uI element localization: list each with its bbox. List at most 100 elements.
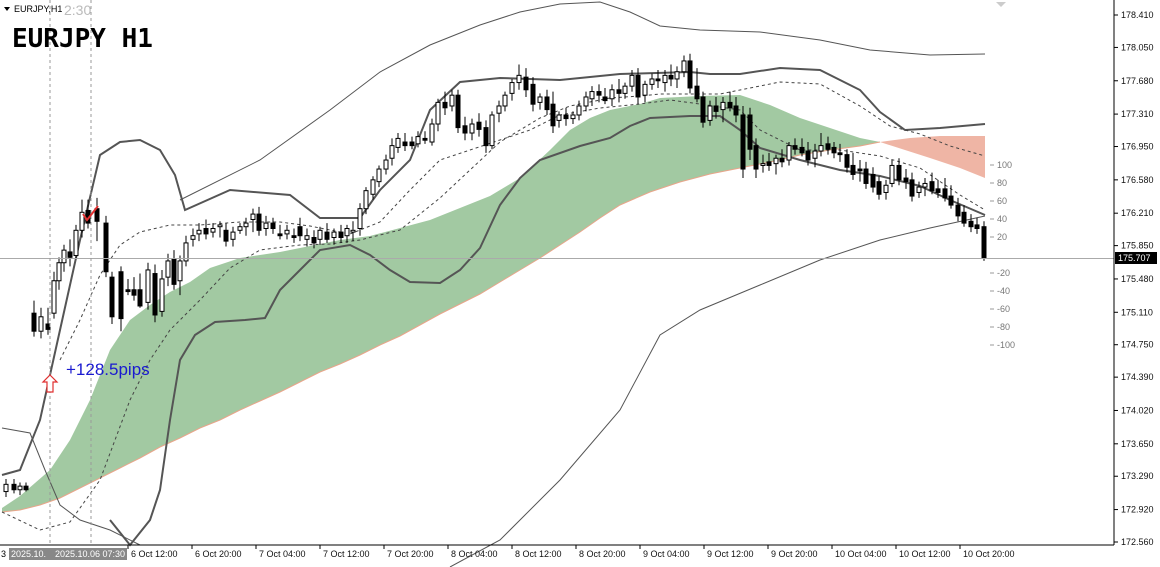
outer-lower-band	[1, 427, 141, 546]
candle	[609, 84, 615, 106]
candle	[544, 89, 550, 115]
candle	[968, 214, 974, 233]
outer-lower-band-2	[449, 215, 986, 567]
candle	[922, 178, 928, 197]
candle	[602, 87, 608, 105]
candle	[435, 98, 441, 132]
time-tick-label: 10 Oct 12:00	[899, 549, 951, 559]
candle	[799, 138, 805, 157]
candle	[11, 478, 17, 494]
price-tick-label: 174.750	[1121, 340, 1154, 350]
candle	[210, 223, 216, 238]
candle	[576, 100, 582, 121]
indicator-level-label: -60	[997, 304, 1010, 314]
candle	[909, 172, 915, 202]
price-tick-label: 172.920	[1121, 505, 1154, 515]
price-axis[interactable]: 178.410 178.050 177.680 177.310 176.950 176.5…	[1113, 0, 1154, 547]
candle	[317, 226, 323, 245]
candle	[38, 307, 44, 339]
upper-band	[1, 66, 986, 476]
indicator-level-label: 100	[997, 160, 1012, 170]
chart-header: EURJPY,H1 2:30 EURJPY H1	[4, 2, 153, 54]
candle	[694, 68, 700, 103]
candle	[857, 160, 863, 182]
candle	[537, 93, 543, 110]
candle	[422, 131, 428, 144]
candle	[183, 235, 189, 267]
candle	[616, 78, 622, 103]
lower-band	[109, 115, 986, 547]
candle	[523, 68, 529, 97]
time-start-label-1: 2025.10.	[11, 549, 46, 559]
candle	[635, 68, 641, 105]
candle	[700, 91, 706, 128]
candle	[79, 199, 85, 238]
time-axis[interactable]: 6 Oct 12:00 6 Oct 20:00 7 Oct 04:00 7 Oct 1…	[0, 544, 1114, 559]
indicator-level-label: -80	[997, 322, 1010, 332]
cloud-bullish	[2, 95, 880, 512]
candle	[753, 138, 759, 179]
candle	[550, 91, 556, 134]
time-start-label-0: 3	[1, 549, 6, 559]
time-tick-label: 9 Oct 12:00	[707, 549, 754, 559]
candle	[825, 136, 831, 155]
candle	[779, 149, 785, 168]
symbol-tab[interactable]: EURJPY,H1	[14, 4, 62, 14]
candle	[929, 172, 935, 195]
time-tick-label: 7 Oct 04:00	[259, 549, 306, 559]
candle	[556, 111, 562, 128]
candle	[462, 116, 468, 141]
dropdown-arrow-icon[interactable]	[4, 7, 10, 11]
indicator-level-label: 20	[997, 232, 1007, 242]
candle	[277, 224, 283, 240]
candle	[402, 133, 408, 152]
candle	[395, 133, 401, 153]
outer-upper-band	[179, 1, 986, 201]
candle	[171, 250, 177, 290]
candle	[31, 300, 37, 337]
candle	[773, 154, 779, 175]
candle	[383, 154, 389, 175]
candle	[442, 91, 448, 115]
candle	[109, 271, 115, 324]
candle	[73, 224, 79, 260]
price-tick-label: 174.020	[1121, 405, 1154, 415]
candle	[649, 73, 655, 90]
candle	[662, 69, 668, 92]
candle	[344, 224, 350, 243]
time-tick-label: 6 Oct 12:00	[131, 549, 178, 559]
candle	[974, 217, 980, 234]
candle	[145, 262, 151, 310]
candle	[981, 221, 987, 261]
candle	[243, 217, 249, 236]
candle	[818, 133, 824, 157]
candle	[955, 197, 961, 222]
candle	[786, 142, 792, 166]
candle	[291, 228, 297, 243]
candle	[237, 223, 243, 234]
price-tick-label: 178.410	[1121, 10, 1154, 20]
candle	[516, 64, 522, 90]
indicator-level-label: 40	[997, 214, 1007, 224]
candle	[263, 215, 269, 236]
candle	[792, 138, 798, 155]
time-tick-label: 10 Oct 20:00	[963, 549, 1015, 559]
candle	[3, 478, 9, 497]
candle	[370, 176, 376, 200]
price-tick-label: 176.950	[1121, 142, 1154, 152]
scroll-shift-icon[interactable]	[996, 2, 1006, 7]
candle	[304, 228, 310, 247]
candle	[311, 230, 317, 249]
candle	[131, 277, 137, 301]
candle	[338, 224, 344, 243]
candle	[961, 205, 967, 227]
price-tick-label: 177.310	[1121, 109, 1154, 119]
price-tick-label: 174.390	[1121, 372, 1154, 382]
pips-annotation: +128.5pips	[66, 360, 150, 379]
candle	[23, 482, 29, 492]
candle	[642, 80, 648, 103]
candle	[350, 221, 356, 242]
candle	[935, 179, 941, 198]
candle	[51, 271, 57, 319]
